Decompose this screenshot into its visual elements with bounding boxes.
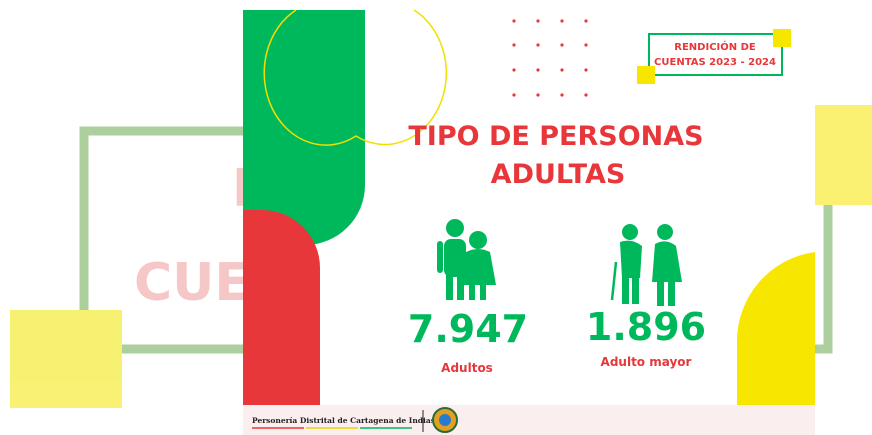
elderly-icon (610, 224, 682, 306)
badge-text: RENDICIÓN DE (674, 40, 756, 53)
red-shape (243, 210, 320, 405)
footer-logo-inner (439, 414, 451, 426)
stat-value: 1.896 (586, 305, 706, 349)
badge-text: CUENTAS 2023 - 2024 (654, 57, 776, 68)
adults-icon (437, 219, 496, 300)
footer-bg (243, 405, 815, 435)
badge-square (637, 66, 655, 84)
backdrop-text: CUE (134, 253, 250, 313)
slide: RENDICIÓN DE CUENTAS 2023 - 2024 TIPO DE… (243, 9, 815, 435)
stat-value: 7.947 (408, 307, 528, 351)
yellow-shape (736, 252, 815, 405)
stat-label: Adulto mayor (601, 355, 692, 369)
yellow-arc (263, 9, 448, 146)
badge-frame (648, 33, 783, 76)
title: TIPO DE PERSONAS (408, 121, 703, 152)
stat-label: Adultos (441, 361, 493, 375)
green-shape (243, 10, 365, 245)
badge-square (773, 29, 791, 47)
title: ADULTAS (491, 159, 626, 190)
footer-text: Personería Distrital de Cartagena de Ind… (252, 416, 435, 425)
backdrop-square (10, 310, 122, 408)
backdrop-square (815, 105, 872, 205)
dot-grid (512, 19, 588, 97)
